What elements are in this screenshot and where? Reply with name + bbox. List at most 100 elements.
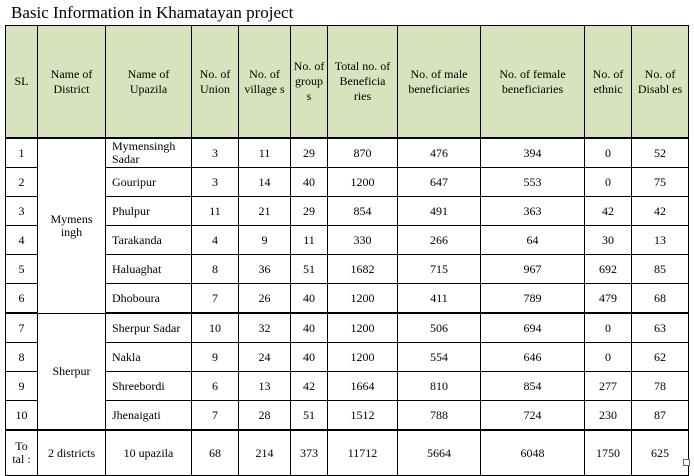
cell-disabled: 52 bbox=[631, 137, 689, 168]
cell-villages: 24 bbox=[238, 342, 291, 372]
cell-groups: 51 bbox=[290, 400, 328, 431]
cell-villages: 32 bbox=[238, 312, 291, 343]
cell-groups: 29 bbox=[290, 196, 328, 226]
cell-upazila: Jhenaigati bbox=[105, 400, 192, 431]
cell-disabled: 63 bbox=[631, 312, 689, 343]
cell-ethnic: 30 bbox=[584, 225, 632, 255]
cell-ethnic: 479 bbox=[584, 283, 632, 314]
total-groups: 373 bbox=[290, 429, 328, 476]
cell-male: 411 bbox=[397, 283, 481, 314]
info-table: SL Name of District Name of Upazila No. … bbox=[5, 25, 689, 476]
cell-disabled: 75 bbox=[631, 167, 689, 197]
cell-disabled: 62 bbox=[631, 342, 689, 372]
cell-groups: 40 bbox=[290, 167, 328, 197]
cell-ethnic: 0 bbox=[584, 137, 632, 168]
cell-groups: 40 bbox=[290, 283, 328, 314]
cell-union: 8 bbox=[191, 254, 239, 284]
cell-total: 854 bbox=[327, 196, 398, 226]
cell-disabled: 87 bbox=[631, 400, 689, 431]
cell-male: 554 bbox=[397, 342, 481, 372]
table-row: 6 Dhoboura 7 26 40 1200 411 789 479 68 bbox=[5, 283, 689, 314]
cell-villages: 26 bbox=[238, 283, 291, 314]
cell-upazila: Tarakanda bbox=[105, 225, 192, 255]
table-row: 1 Mymens ingh Mymensingh Sadar 3 11 29 8… bbox=[5, 137, 689, 314]
cell-union: 11 bbox=[191, 196, 239, 226]
header-row: SL Name of District Name of Upazila No. … bbox=[5, 25, 689, 139]
table-row: 7 Sherpur Sherpur Sadar 10 32 40 1200 50… bbox=[5, 312, 689, 431]
total-row: To tal : 2 districts 10 upazila 68 214 3… bbox=[5, 429, 689, 476]
total-sl: To tal : bbox=[5, 429, 38, 476]
cell-female: 553 bbox=[480, 167, 585, 197]
table-row: 9 Shreebordi 6 13 42 1664 810 854 277 78 bbox=[5, 371, 689, 401]
cell-ethnic: 42 bbox=[584, 196, 632, 226]
cell-sl: 9 bbox=[5, 371, 38, 401]
cell-union: 9 bbox=[191, 342, 239, 372]
cell-villages: 9 bbox=[238, 225, 291, 255]
cell-ethnic: 692 bbox=[584, 254, 632, 284]
header-male: No. of male beneficiaries bbox=[397, 25, 481, 139]
total-district: 2 districts bbox=[37, 429, 106, 476]
cell-female: 967 bbox=[480, 254, 585, 284]
header-villages: No. of village s bbox=[238, 25, 291, 139]
cell-total: 1200 bbox=[327, 342, 398, 372]
cell-disabled: 42 bbox=[631, 196, 689, 226]
cell-union: 7 bbox=[191, 400, 239, 431]
cell-union: 3 bbox=[191, 137, 239, 168]
cell-male: 810 bbox=[397, 371, 481, 401]
cell-union: 6 bbox=[191, 371, 239, 401]
header-ethnic: No. of ethnic bbox=[584, 25, 632, 139]
header-union: No. of Union bbox=[191, 25, 239, 139]
cell-upazila: Gouripur bbox=[105, 167, 192, 197]
cell-total: 870 bbox=[327, 137, 398, 168]
total-villages: 214 bbox=[238, 429, 291, 476]
cell-ethnic: 230 bbox=[584, 400, 632, 431]
cell-female: 724 bbox=[480, 400, 585, 431]
cell-upazila: Dhoboura bbox=[105, 283, 192, 314]
page-title: Basic Information in Khamatayan project bbox=[11, 3, 294, 22]
cell-union: 10 bbox=[191, 312, 239, 343]
cell-male: 788 bbox=[397, 400, 481, 431]
cell-female: 694 bbox=[480, 312, 585, 343]
table-row: 3 Phulpur 11 21 29 854 491 363 42 42 bbox=[5, 196, 689, 226]
cell-upazila: Haluaghat bbox=[105, 254, 192, 284]
cell-sl: 10 bbox=[5, 400, 38, 431]
cell-sl: 8 bbox=[5, 342, 38, 372]
header-total-beneficiaries: Total no. of Beneficia ries bbox=[327, 25, 398, 139]
cell-male: 715 bbox=[397, 254, 481, 284]
header-female: No. of female beneficiaries bbox=[480, 25, 585, 139]
cell-female: 646 bbox=[480, 342, 585, 372]
header-groups: No. of group s bbox=[290, 25, 328, 139]
cell-female: 854 bbox=[480, 371, 585, 401]
total-beneficiaries: 11712 bbox=[327, 429, 398, 476]
cell-sl: 2 bbox=[5, 167, 38, 197]
cell-groups: 11 bbox=[290, 225, 328, 255]
cell-upazila: Phulpur bbox=[105, 196, 192, 226]
resize-handle[interactable] bbox=[683, 459, 690, 466]
cell-ethnic: 277 bbox=[584, 371, 632, 401]
table-row: 4 Tarakanda 4 9 11 330 266 64 30 13 bbox=[5, 225, 689, 255]
cell-disabled: 68 bbox=[631, 283, 689, 314]
header-disabled: No. of Disabl es bbox=[631, 25, 689, 139]
cell-upazila: Sherpur Sadar bbox=[105, 312, 192, 343]
cell-total: 1200 bbox=[327, 312, 398, 343]
cell-union: 7 bbox=[191, 283, 239, 314]
cell-villages: 21 bbox=[238, 196, 291, 226]
cell-district: Sherpur bbox=[37, 312, 106, 431]
cell-ethnic: 0 bbox=[584, 167, 632, 197]
header-sl: SL bbox=[5, 25, 38, 139]
cell-groups: 51 bbox=[290, 254, 328, 284]
header-district: Name of District bbox=[37, 25, 106, 139]
cell-male: 476 bbox=[397, 137, 481, 168]
cell-female: 64 bbox=[480, 225, 585, 255]
total-male: 5664 bbox=[397, 429, 481, 476]
cell-female: 789 bbox=[480, 283, 585, 314]
cell-male: 491 bbox=[397, 196, 481, 226]
cell-sl: 4 bbox=[5, 225, 38, 255]
cell-total: 330 bbox=[327, 225, 398, 255]
header-upazila: Name of Upazila bbox=[105, 25, 192, 139]
table-row: 2 Gouripur 3 14 40 1200 647 553 0 75 bbox=[5, 167, 689, 197]
total-disabled: 625 bbox=[631, 429, 689, 476]
cell-disabled: 13 bbox=[631, 225, 689, 255]
cell-villages: 14 bbox=[238, 167, 291, 197]
table-row: 10 Jhenaigati 7 28 51 1512 788 724 230 8… bbox=[5, 400, 689, 431]
